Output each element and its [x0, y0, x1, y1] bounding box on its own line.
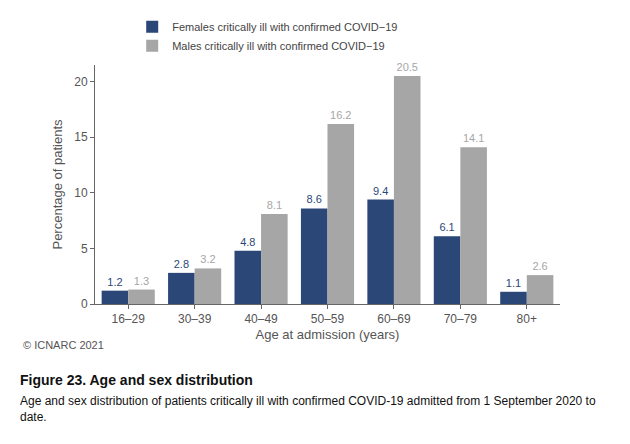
- svg-text:2.6: 2.6: [532, 260, 547, 272]
- svg-text:4.8: 4.8: [240, 236, 255, 248]
- svg-text:6.1: 6.1: [439, 221, 454, 233]
- svg-text:9.4: 9.4: [373, 185, 388, 197]
- svg-text:Females critically ill with co: Females critically ill with confirmed CO…: [172, 21, 397, 33]
- svg-text:Males critically ill with conf: Males critically ill with confirmed COVI…: [172, 40, 384, 52]
- svg-text:40–49: 40–49: [244, 312, 278, 326]
- svg-text:© ICNARC 2021: © ICNARC 2021: [23, 339, 104, 351]
- svg-text:15: 15: [74, 130, 88, 144]
- svg-text:1.1: 1.1: [506, 277, 521, 289]
- svg-text:50–59: 50–59: [311, 312, 345, 326]
- svg-text:70–79: 70–79: [444, 312, 478, 326]
- svg-text:0: 0: [81, 297, 88, 311]
- svg-text:16–29: 16–29: [112, 312, 146, 326]
- svg-text:14.1: 14.1: [463, 132, 484, 144]
- svg-text:20: 20: [74, 75, 88, 89]
- svg-text:3.2: 3.2: [200, 253, 215, 265]
- svg-text:5: 5: [81, 242, 88, 256]
- svg-text:30–39: 30–39: [178, 312, 212, 326]
- html-text:Figure 23. Age and sex distrib: Figure 23. Age and sex distribution: [20, 372, 253, 388]
- svg-text:8.6: 8.6: [307, 193, 322, 205]
- svg-text:80+: 80+: [517, 312, 537, 326]
- svg-text:8.1: 8.1: [267, 199, 282, 211]
- svg-text:Age at admission (years): Age at admission (years): [256, 327, 400, 342]
- svg-text:Percentage of patients: Percentage of patients: [50, 119, 65, 250]
- svg-text:20.5: 20.5: [397, 61, 418, 73]
- svg-text:1.2: 1.2: [107, 276, 122, 288]
- svg-text:2.8: 2.8: [174, 258, 189, 270]
- svg-text:16.2: 16.2: [330, 109, 351, 121]
- html-text:Age and sex distribution of pa: Age and sex distribution of patients cri…: [20, 394, 596, 424]
- svg-text:1.3: 1.3: [134, 275, 149, 287]
- svg-text:60–69: 60–69: [377, 312, 411, 326]
- svg-text:10: 10: [74, 186, 88, 200]
